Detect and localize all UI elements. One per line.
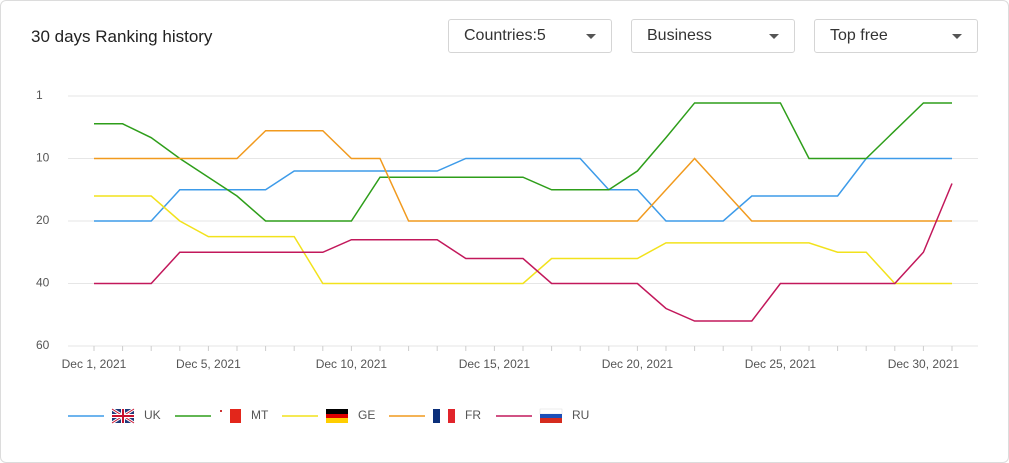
- x-tick-label: Dec 20, 2021: [602, 357, 674, 371]
- y-tick-label: 40: [36, 276, 50, 290]
- x-tick-label: Dec 30, 2021: [888, 357, 960, 371]
- legend-flag: [433, 409, 455, 423]
- countries-dropdown[interactable]: Countries:5: [448, 19, 612, 53]
- dropdown-label: Top free: [830, 27, 888, 44]
- legend-label: MT: [251, 408, 269, 422]
- dropdown-arrow: [952, 34, 962, 39]
- series-line: [94, 157, 952, 222]
- dropdown-label: Countries:5: [464, 27, 546, 44]
- y-tick-label: 10: [36, 151, 50, 165]
- card-title: 30 days Ranking history: [31, 27, 213, 46]
- x-tick-label: Dec 10, 2021: [316, 357, 388, 371]
- dropdown-arrow: [769, 34, 779, 39]
- dropdown-arrow: [586, 34, 596, 39]
- y-tick-label: 20: [36, 213, 50, 227]
- x-tick-label: Dec 25, 2021: [745, 357, 817, 371]
- y-tick-label: 1: [36, 88, 43, 102]
- x-tick-label: Dec 15, 2021: [459, 357, 531, 371]
- legend-flag: [110, 407, 136, 425]
- legend-flag: [539, 408, 563, 424]
- series-line: [94, 102, 952, 222]
- legend-label: RU: [572, 408, 589, 422]
- x-tick-label: Dec 1, 2021: [62, 357, 127, 371]
- y-tick-label: 60: [36, 338, 50, 352]
- legend-label: GE: [358, 408, 375, 422]
- x-tick-label: Dec 5, 2021: [176, 357, 241, 371]
- category-dropdown[interactable]: Business: [631, 19, 795, 53]
- dropdown-label: Business: [647, 27, 712, 44]
- legend-flag: [326, 409, 348, 423]
- series-line: [94, 195, 952, 285]
- legend-label: FR: [465, 408, 481, 422]
- chart-type-dropdown[interactable]: Top free: [814, 19, 978, 53]
- legend-label: UK: [144, 408, 161, 422]
- series-line: [94, 183, 953, 322]
- legend-flag: [219, 409, 241, 423]
- series-line: [94, 129, 952, 222]
